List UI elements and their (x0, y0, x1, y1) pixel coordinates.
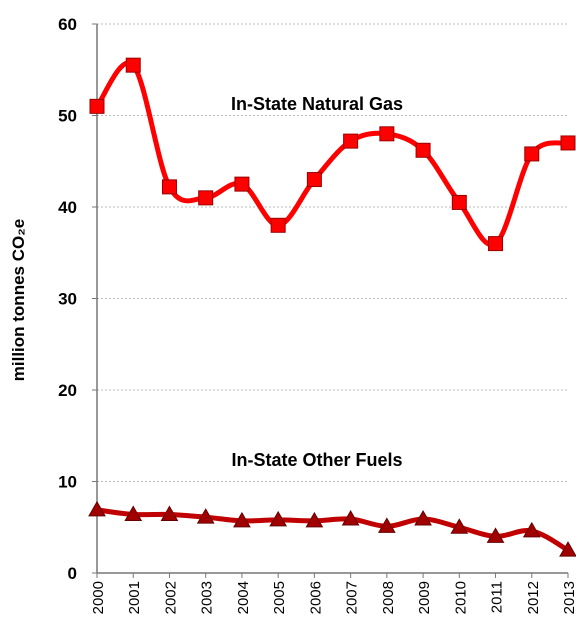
x-tick-label: 2013 (561, 581, 576, 614)
x-tick-label: 2008 (380, 581, 397, 614)
x-tick-label: 2011 (489, 581, 506, 613)
y-tick-label: 50 (58, 107, 77, 126)
x-tick-label: 2009 (416, 581, 433, 614)
marker (196, 508, 215, 524)
x-tick-label: 2005 (271, 581, 288, 614)
y-tick-label: 20 (58, 381, 77, 400)
marker (89, 98, 105, 114)
marker (160, 505, 179, 521)
x-tick-label: 2001 (126, 581, 143, 614)
y-tick-label: 10 (58, 473, 77, 492)
x-tick-label: 2003 (199, 581, 216, 614)
x-tick-label: 2012 (525, 581, 542, 614)
marker (270, 217, 286, 233)
x-tick-label: 2007 (344, 581, 361, 614)
x-tick-label: 2010 (452, 581, 469, 614)
marker (415, 142, 431, 158)
y-tick-label: 60 (58, 15, 77, 34)
marker (234, 176, 250, 192)
marker (341, 510, 360, 526)
marker (522, 521, 541, 538)
marker (306, 172, 322, 188)
marker (450, 518, 469, 534)
x-tick-label: 2002 (162, 581, 179, 614)
y-tick-label: 30 (58, 290, 77, 309)
marker (486, 527, 505, 543)
marker (269, 510, 288, 527)
marker (560, 135, 576, 151)
marker (488, 236, 504, 252)
y-axis-label: million tonnes CO₂e (9, 219, 28, 381)
marker (524, 146, 540, 162)
marker (379, 126, 395, 142)
y-tick-label: 0 (68, 564, 77, 583)
marker (343, 133, 359, 149)
marker (451, 194, 467, 210)
marker (559, 541, 576, 557)
series-label: In-State Natural Gas (231, 94, 403, 114)
x-tick-label: 2000 (90, 581, 107, 614)
x-tick-label: 2006 (307, 581, 324, 614)
marker (377, 517, 396, 533)
y-tick-label: 40 (58, 198, 77, 217)
marker (161, 179, 177, 195)
series-line (94, 60, 569, 248)
marker (198, 190, 214, 206)
marker (233, 511, 251, 528)
x-tick-label: 2004 (235, 581, 252, 614)
marker (305, 511, 324, 528)
marker (414, 510, 432, 526)
marker (125, 57, 141, 73)
marker (124, 505, 143, 521)
series-label: In-State Other Fuels (231, 450, 402, 470)
marker (88, 500, 106, 517)
